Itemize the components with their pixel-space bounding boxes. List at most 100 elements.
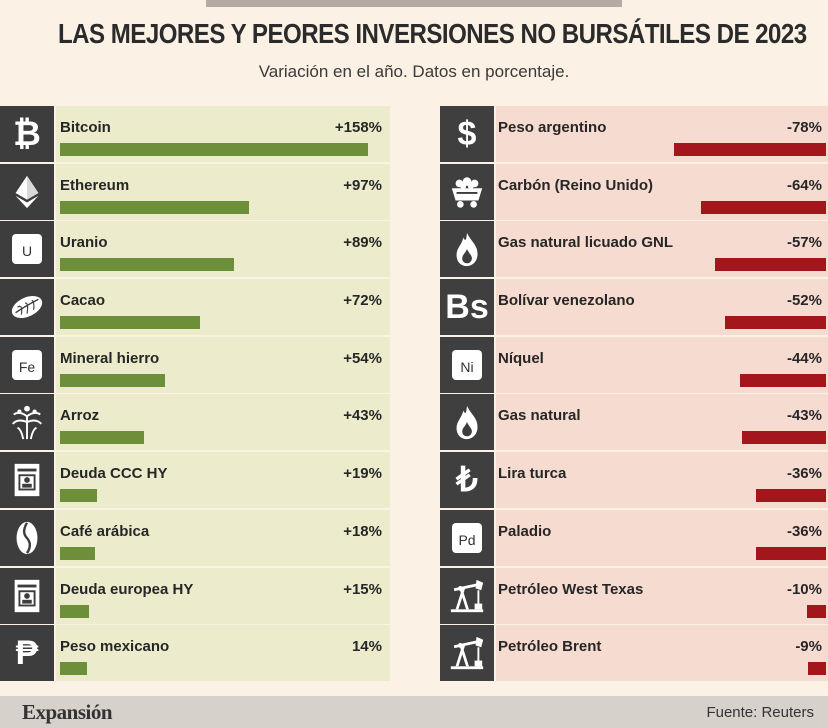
bar — [755, 489, 826, 503]
tick-label: Gas natural — [498, 407, 581, 425]
row-background — [496, 625, 828, 682]
data-label: +89% — [343, 234, 382, 252]
tick-label: Arroz — [60, 407, 100, 425]
best-row: Arroz +43% — [0, 394, 390, 451]
data-label: +19% — [343, 465, 382, 483]
data-label: -78% — [786, 119, 822, 136]
iron-icon: Fe — [0, 336, 54, 393]
bar — [806, 604, 826, 618]
bar — [60, 662, 88, 676]
bar — [701, 200, 826, 214]
ethereum-icon — [0, 163, 54, 220]
data-label: -57% — [786, 234, 822, 252]
bar — [742, 431, 826, 445]
worst-row: Ni Níquel -44% — [440, 336, 828, 393]
tick-label: Peso mexicano — [60, 638, 170, 656]
best-row: Ethereum +97% — [0, 163, 390, 220]
data-label: +15% — [343, 580, 382, 598]
brand-logo: Expansión — [22, 700, 113, 724]
row-background — [56, 567, 390, 624]
bar — [60, 200, 250, 214]
bar — [60, 258, 234, 272]
data-label: 14% — [351, 638, 382, 656]
data-label: -9% — [795, 638, 822, 656]
lira-icon: ₺ — [440, 452, 494, 509]
bar — [673, 143, 826, 156]
worst-row: Gas natural -43% — [440, 394, 828, 451]
bar — [714, 258, 826, 272]
bar — [60, 604, 90, 618]
worst-investments-panel: $ Peso argentino -78% Carbón (Reino Unido) -… — [440, 106, 828, 683]
tick-label: Lira turca — [498, 465, 567, 483]
data-label: -44% — [786, 349, 822, 367]
bar — [60, 431, 144, 445]
best-row: ₱ Peso mexicano 14% — [0, 625, 390, 682]
best-row: Fe Mineral hierro +54% — [0, 336, 390, 393]
worst-row: ₺ Lira turca -36% — [440, 452, 828, 509]
tick-label: Carbón (Reino Unido) — [498, 176, 653, 194]
bar — [808, 662, 826, 676]
top-accent-bar — [206, 0, 622, 7]
flame-icon — [440, 221, 494, 278]
tick-label: Petróleo West Texas — [498, 580, 644, 598]
rice-icon — [0, 394, 54, 451]
best-row: Deuda europea HY +15% — [0, 567, 390, 624]
tick-label: Uranio — [60, 234, 108, 252]
data-label: +43% — [343, 407, 382, 425]
tick-label: Café arábica — [60, 522, 150, 540]
bar — [60, 373, 166, 387]
worst-row: Bs Bolívar venezolano -52% — [440, 279, 828, 336]
bar — [740, 373, 826, 387]
worst-row: $ Peso argentino -78% — [440, 106, 828, 162]
tick-label: Ethereum — [60, 176, 130, 194]
bolivar-icon: Bs — [440, 279, 494, 336]
coffee-icon — [0, 509, 54, 566]
best-row: Cacao +72% — [0, 279, 390, 336]
data-label: -36% — [786, 465, 822, 483]
tick-label: Gas natural licuado GNL — [498, 234, 674, 252]
tick-label: Bitcoin — [60, 119, 111, 136]
data-label: +54% — [343, 349, 382, 367]
worst-row: Petróleo West Texas -10% — [440, 567, 828, 624]
row-background — [56, 625, 390, 682]
tick-label: Cacao — [60, 292, 106, 310]
chart-subtitle: Variación en el año. Datos en porcentaje… — [258, 62, 570, 81]
bar — [724, 316, 826, 330]
worst-row: Carbón (Reino Unido) -64% — [440, 163, 828, 220]
bar — [60, 546, 96, 560]
worst-row: Pd Paladio -36% — [440, 509, 828, 566]
tick-label: Peso argentino — [498, 119, 607, 136]
best-row: Deuda CCC HY +19% — [0, 452, 390, 509]
data-label: -36% — [786, 522, 822, 540]
data-label: -43% — [786, 407, 822, 425]
best-row: ₿ Bitcoin +158% — [0, 106, 390, 162]
tick-label: Deuda CCC HY — [60, 465, 168, 483]
bar — [755, 546, 826, 560]
coal-cart-icon — [440, 163, 494, 220]
data-label: +158% — [334, 119, 382, 136]
cocoa-icon — [0, 279, 54, 336]
tick-label: Bolívar venezolano — [498, 292, 635, 310]
data-label: -52% — [786, 292, 822, 310]
data-label: -64% — [786, 176, 822, 194]
flame-icon — [440, 394, 494, 451]
best-row: U Uranio +89% — [0, 221, 390, 278]
row-background — [56, 509, 390, 566]
footer: Expansión Fuente: Reuters — [0, 696, 828, 728]
best-investments-panel: ₿ Bitcoin +158% Ethereum +97% U Uranio +89% Caca… — [0, 106, 390, 683]
palladium-icon: Pd — [440, 509, 494, 566]
peso-icon: ₱ — [0, 625, 54, 682]
best-row: Café arábica +18% — [0, 509, 390, 566]
row-background — [56, 452, 390, 509]
tick-label: Petróleo Brent — [498, 638, 602, 656]
bond-icon — [0, 567, 54, 624]
bar — [60, 143, 369, 156]
dollar-icon: $ — [440, 106, 494, 162]
uranium-icon: U — [0, 221, 54, 278]
tick-label: Mineral hierro — [60, 349, 160, 367]
worst-row: Gas natural licuado GNL -57% — [440, 221, 828, 278]
chart-title: LAS MEJORES Y PEORES INVERSIONES NO BURS… — [57, 18, 807, 49]
oil-pump-icon — [440, 567, 494, 624]
source-note: Fuente: Reuters — [706, 704, 814, 721]
tick-label: Deuda europea HY — [60, 580, 194, 598]
